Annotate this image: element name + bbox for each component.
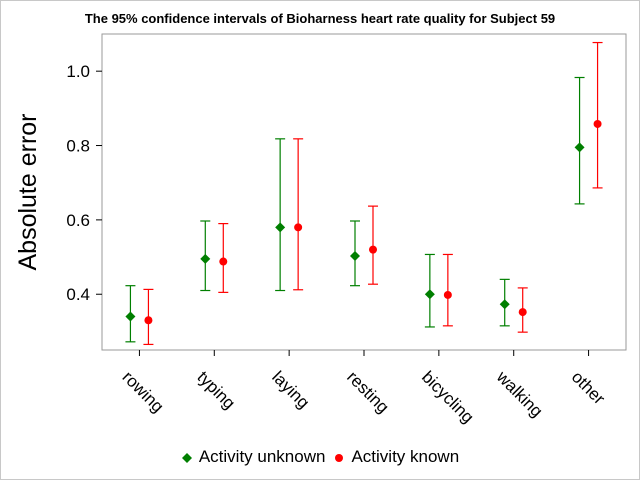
- error-bar-bicycling-known: [442, 253, 453, 327]
- error-bar-laying-known: [293, 138, 304, 291]
- legend-item: Activity known: [333, 447, 459, 467]
- error-bar-typing-unknown: [200, 220, 211, 292]
- data-point-diamond: [275, 222, 286, 233]
- y-axis-label: Absolute error: [14, 113, 42, 270]
- data-point-circle: [518, 308, 527, 317]
- data-point-circle: [144, 316, 153, 325]
- legend-item: Activity unknown: [181, 447, 326, 467]
- data-point-diamond: [424, 289, 435, 300]
- plot-area: [101, 33, 627, 351]
- error-bar-bicycling-unknown: [424, 253, 435, 328]
- error-bar-resting-unknown: [350, 220, 360, 287]
- x-tick-label: bicycling: [418, 367, 478, 427]
- y-tick-label: 0.8: [66, 137, 90, 156]
- x-tick-label: rowing: [119, 367, 168, 416]
- x-tick-label: resting: [343, 367, 393, 417]
- data-point-diamond: [200, 253, 211, 264]
- legend-label: Activity unknown: [198, 447, 326, 466]
- y-tick-label: 0.4: [66, 285, 90, 304]
- error-bar-other-known: [592, 41, 603, 189]
- x-tick-label: walking: [492, 367, 546, 421]
- data-point-diamond: [499, 299, 510, 310]
- error-bar-walking-unknown: [499, 278, 510, 327]
- error-bar-other-unknown: [574, 76, 585, 205]
- legend-circle-marker: [335, 453, 344, 462]
- error-bar-walking-known: [517, 287, 528, 333]
- chart-title: The 95% confidence intervals of Bioharne…: [84, 11, 556, 26]
- data-point-circle: [369, 245, 377, 254]
- y-tick-label: 0.6: [66, 211, 90, 230]
- x-tick-label: typing: [193, 367, 239, 413]
- y-axis: 0.4 0.6 0.8 1.0: [66, 62, 102, 304]
- error-bars: [125, 41, 603, 346]
- legend-label: Activity known: [351, 447, 460, 466]
- data-point-circle: [219, 257, 228, 266]
- data-point-circle: [443, 290, 452, 299]
- data-point-diamond: [125, 311, 136, 322]
- x-tick-label: laying: [268, 367, 313, 412]
- data-point-diamond: [574, 142, 585, 153]
- data-point-circle: [593, 119, 602, 128]
- x-tick-label: other: [568, 367, 609, 408]
- y-tick-label: 1.0: [66, 62, 90, 81]
- legend: Activity unknown Activity known: [0, 447, 640, 467]
- data-point-diamond: [350, 250, 360, 261]
- error-bar-rowing-unknown: [125, 285, 136, 343]
- error-bar-resting-known: [368, 205, 378, 285]
- x-axis: rowing typing laying resting bicycling walkin…: [119, 350, 609, 427]
- error-bar-typing-known: [218, 223, 229, 293]
- legend-diamond-marker: [181, 452, 192, 463]
- error-bar-laying-unknown: [275, 138, 286, 292]
- error-bar-rowing-known: [143, 288, 154, 346]
- data-point-circle: [294, 223, 303, 232]
